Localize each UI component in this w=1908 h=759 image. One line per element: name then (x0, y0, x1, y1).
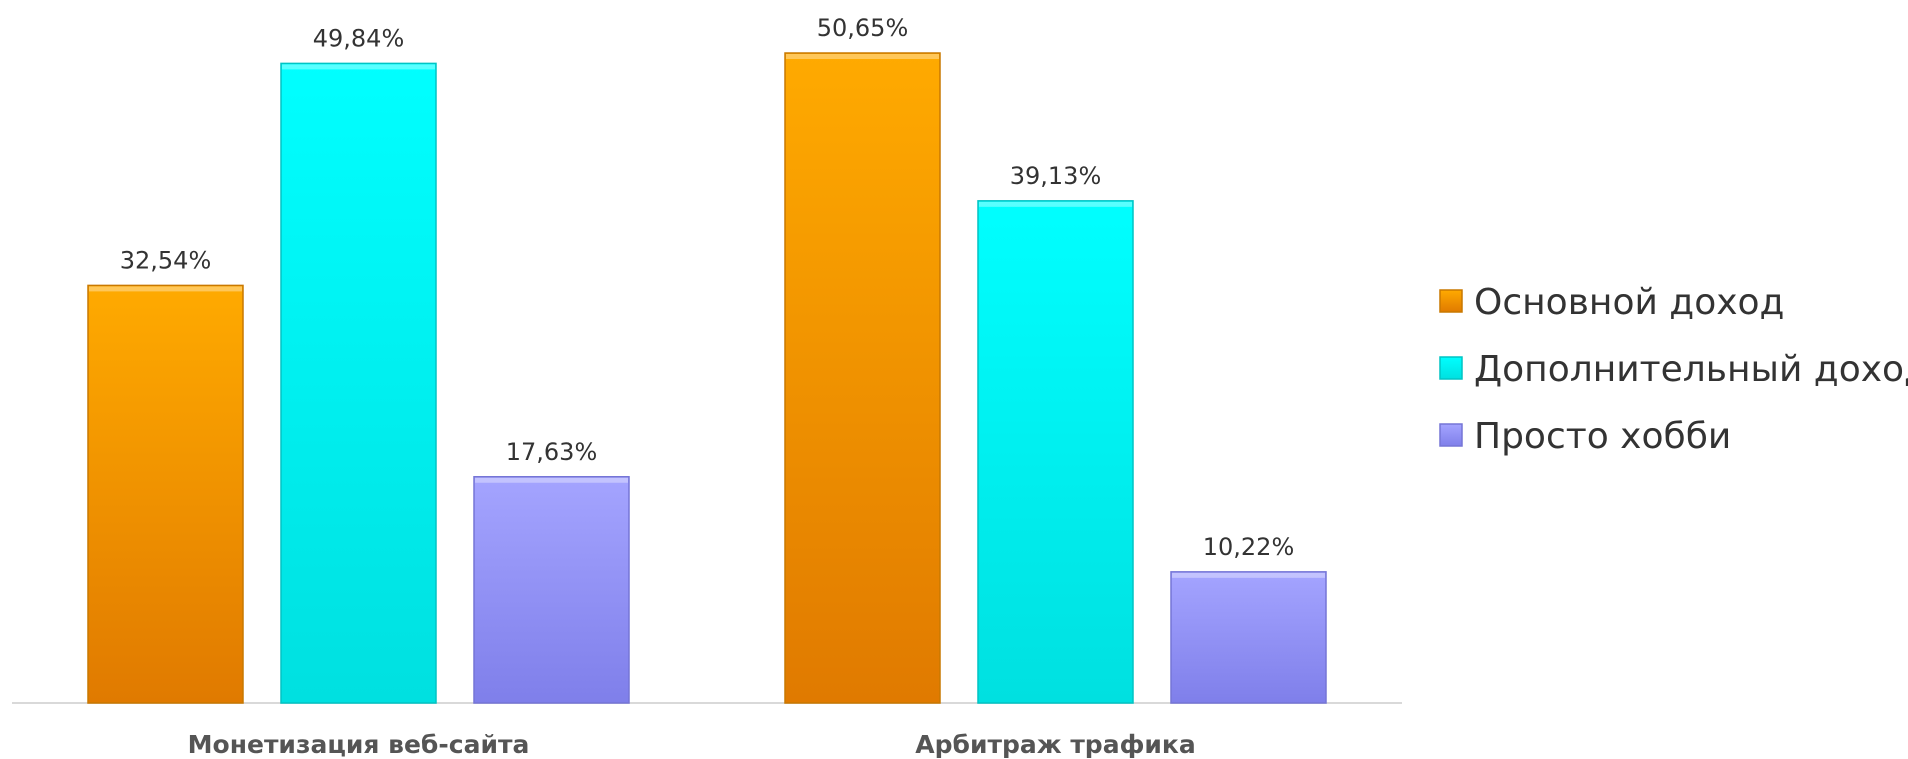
bar-highlight-2-3 (1172, 572, 1325, 578)
data-label-2-3: 10,22% (1203, 533, 1295, 561)
bar-highlight-1-1 (89, 286, 242, 292)
data-label-2-2: 39,13% (1010, 162, 1102, 190)
legend-label-3: Просто хобби (1474, 416, 1731, 457)
legend: Основной доход Дополнительный доход Просто… (1439, 282, 1908, 457)
bar-highlight-2-2 (979, 201, 1132, 207)
bar-2-3 (1170, 571, 1327, 704)
data-label-1-2: 49,84% (313, 24, 405, 52)
bars-group (87, 52, 1327, 704)
bar-highlight-2-1 (786, 54, 939, 59)
bar-highlight-1-3 (475, 477, 628, 483)
bar-highlight-1-2 (282, 64, 435, 70)
bar-1-3 (473, 476, 630, 704)
legend-swatch-1 (1439, 289, 1463, 313)
legend-swatch-2 (1439, 356, 1463, 380)
legend-swatch-3 (1439, 423, 1463, 447)
category-label-2: Арбитраж трафика (915, 730, 1195, 759)
bar-1-1 (87, 284, 244, 704)
data-label-1-3: 17,63% (506, 438, 598, 466)
bar-2-1 (784, 52, 941, 704)
legend-label-1: Основной доход (1474, 282, 1784, 323)
data-label-1-1: 32,54% (120, 246, 212, 274)
legend-label-2: Дополнительный доход (1474, 349, 1908, 390)
data-label-2-1: 50,65% (817, 14, 909, 42)
labels-group: 32,54% 49,84% 17,63% Монетизация веб-сайта 5… (120, 14, 1295, 759)
category-label-1: Монетизация веб-сайта (188, 730, 530, 759)
bar-1-2 (280, 62, 437, 704)
bar-2-2 (977, 200, 1134, 704)
